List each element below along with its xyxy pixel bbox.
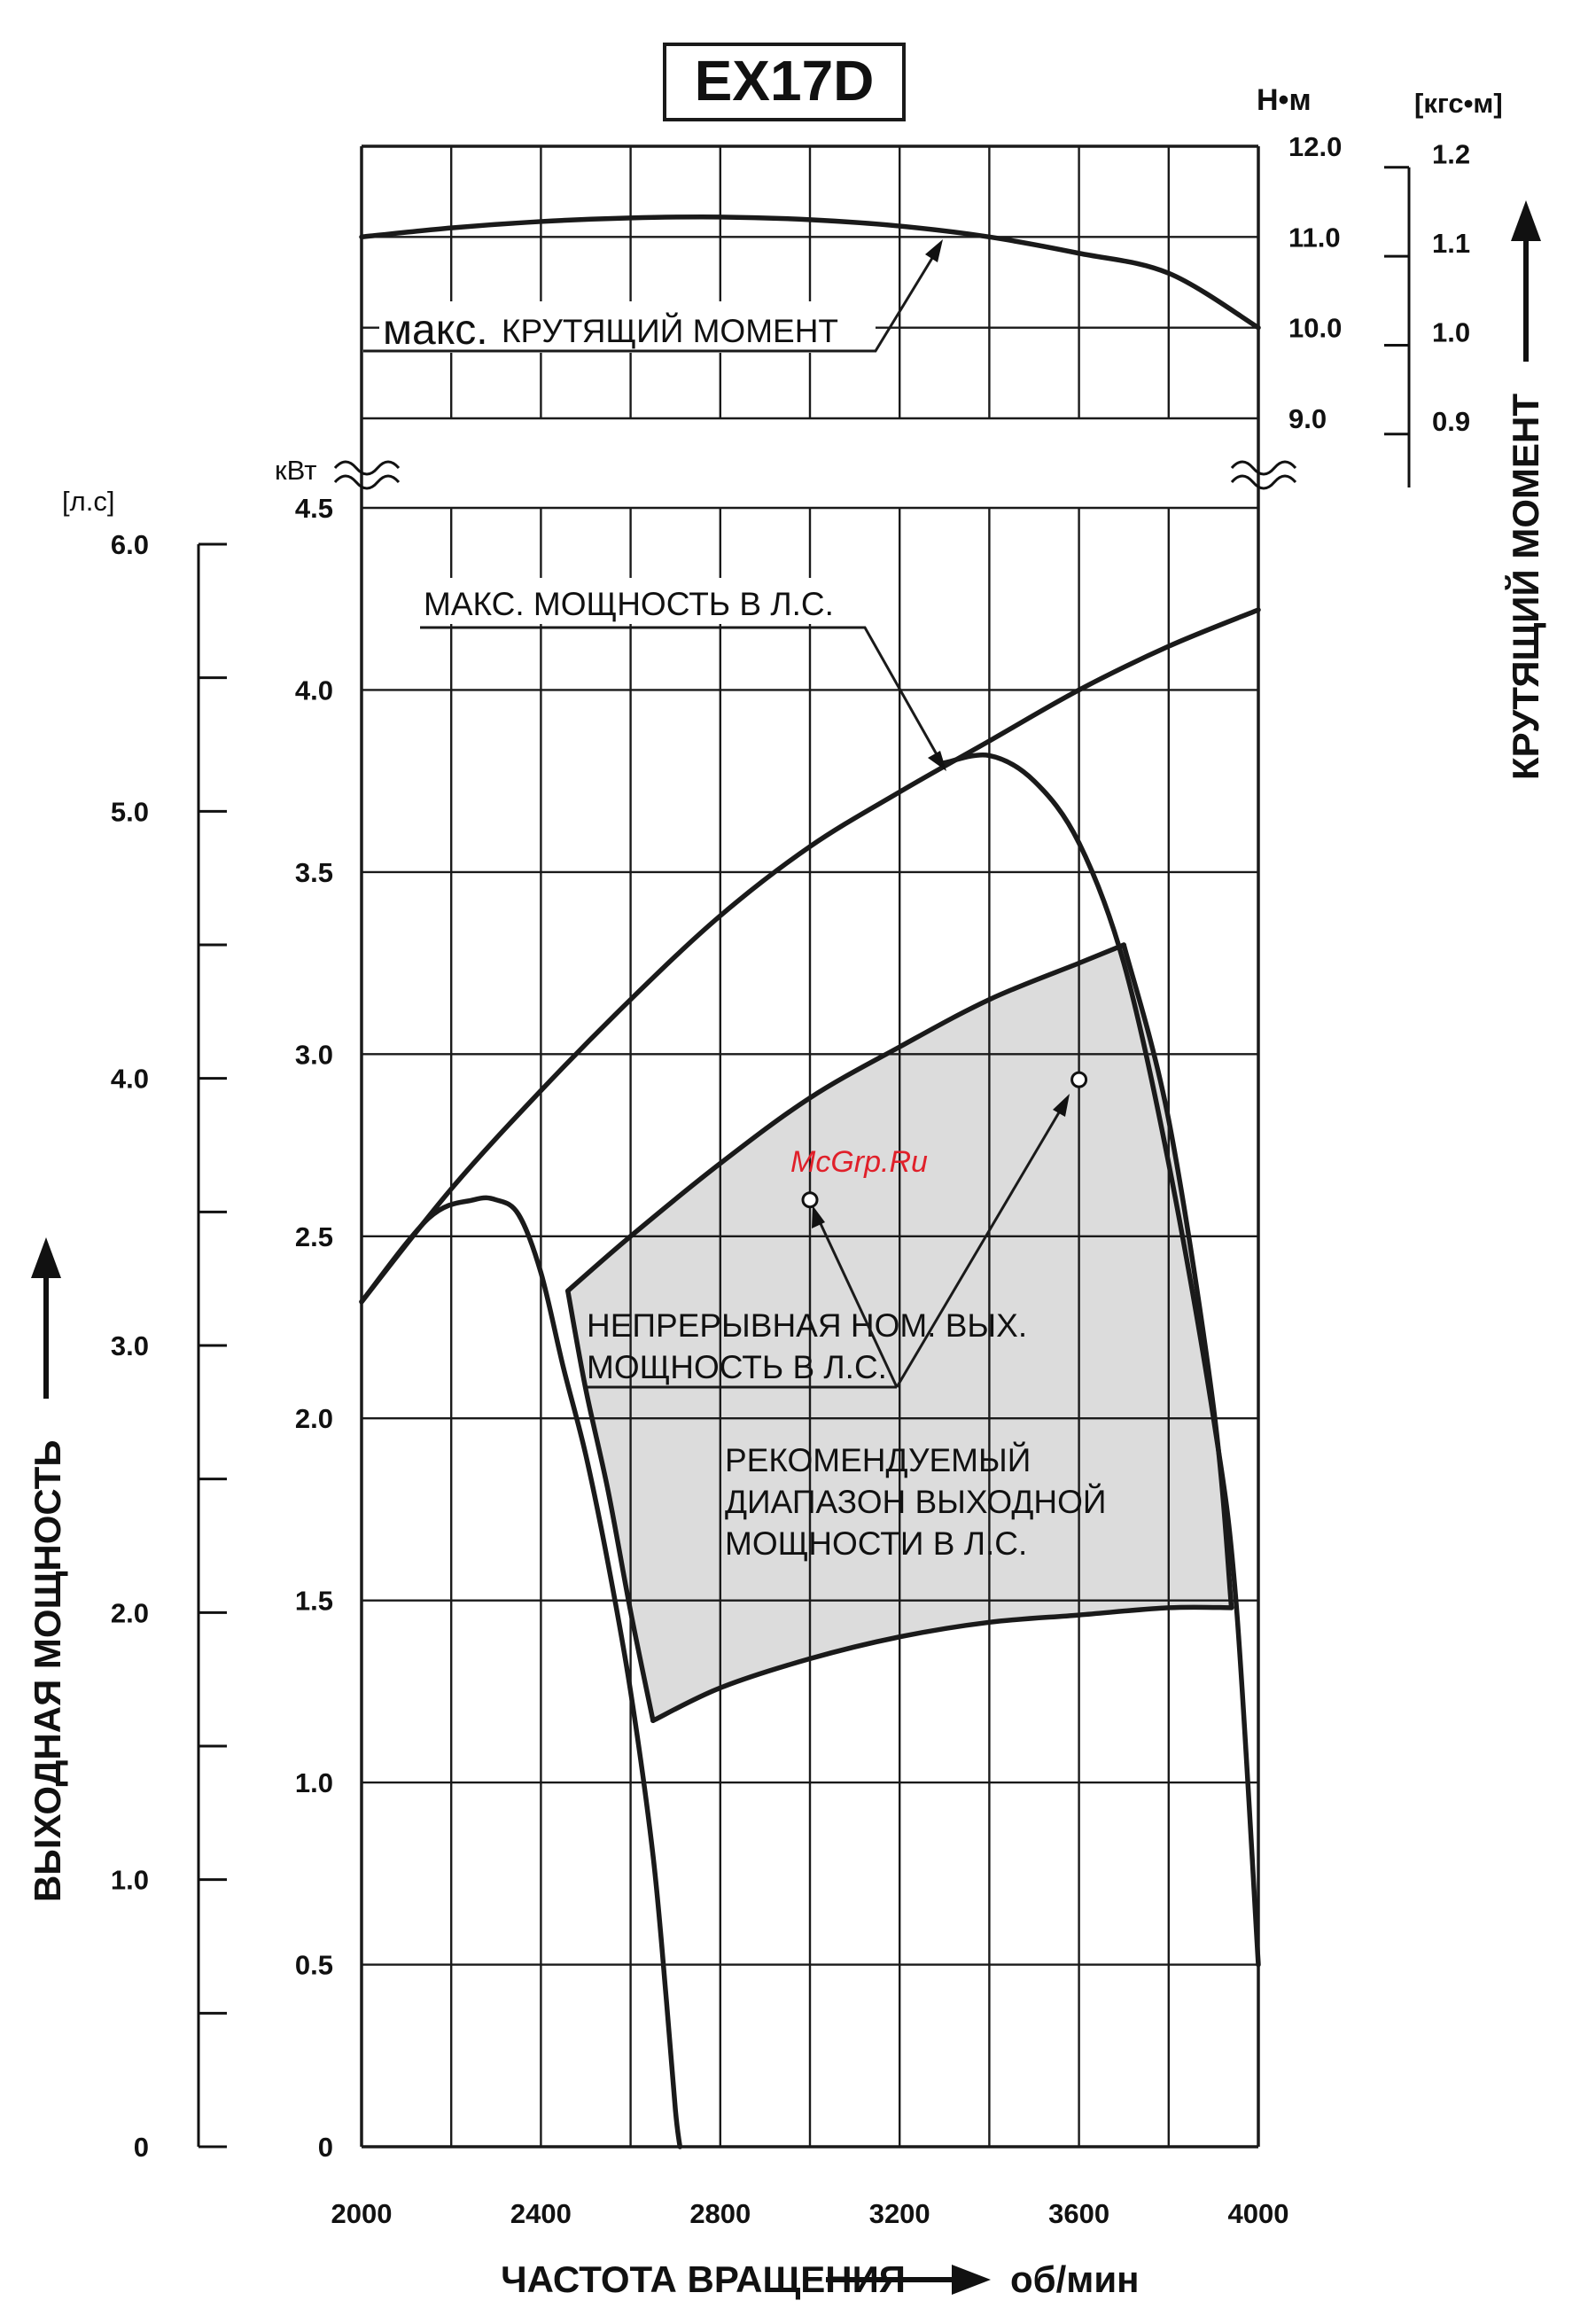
hp-tick-label: 5.0 — [111, 796, 149, 827]
curve-max-torque — [359, 214, 1261, 331]
curve-recommended-right — [1121, 942, 1234, 1610]
torque-axis-arrow-icon — [1511, 200, 1541, 362]
curve-max-power-low — [359, 1195, 683, 2149]
tick-labels: 2000 2400 2800 3200 3600 4000 0 0.5 1.0 1.5 2.0 2.5… — [111, 131, 1470, 2229]
hp-tick-label: 1.0 — [111, 1865, 149, 1896]
grid-lines — [197, 144, 1411, 2149]
axis-break-left-icon — [333, 460, 401, 490]
annotation-max-power-text: МАКС. МОЩНОСТЬ В Л.С. — [424, 586, 834, 622]
hp-tick-label: 3.0 — [111, 1330, 149, 1361]
x-tick-label: 3200 — [869, 2198, 930, 2229]
nm-tick-label: 9.0 — [1288, 403, 1327, 434]
x-tick-label: 2400 — [510, 2198, 572, 2229]
power-hp-unit: [л.с] — [62, 486, 114, 517]
curves — [359, 214, 1261, 2149]
hp-tick-label: 4.0 — [111, 1064, 149, 1095]
x-axis-unit: об/мин — [1010, 2258, 1140, 2300]
torque-kgfm-unit: [кгс•м] — [1414, 88, 1503, 119]
annotation-max-power-leader — [420, 626, 943, 763]
torque-nm-unit: Н•м — [1257, 83, 1312, 117]
x-tick-label: 4000 — [1228, 2198, 1289, 2229]
chart-title: EX17D — [695, 49, 875, 113]
power-axis-label: ВЫХОДНАЯ МОЩНОСТЬ — [27, 1439, 68, 1902]
x-tick-label: 3600 — [1048, 2198, 1109, 2229]
title-block: EX17D — [663, 43, 906, 121]
annotation-continuous-line-1: НЕПРЕРЫВНАЯ НОМ. ВЫХ. — [587, 1307, 1027, 1344]
annotation-torque-text: КРУТЯЩИЙ МОМЕНТ — [502, 312, 838, 349]
annotation-continuous-leader-b — [895, 1103, 1066, 1388]
annotation-torque-backdrop — [379, 301, 876, 353]
annotation-torque-leader — [363, 246, 941, 353]
power-axis-arrow-icon — [31, 1237, 61, 1399]
kw-tick-label: 2.5 — [295, 1221, 333, 1252]
hp-tick-label: 6.0 — [111, 529, 149, 560]
annotation-max-power: МАКС. МОЩНОСТЬ В Л.С. — [420, 578, 946, 771]
hp-tick-label: 2.0 — [111, 1597, 149, 1628]
kgfm-tick-label: 1.0 — [1432, 316, 1470, 347]
kgfm-tick-label: 1.1 — [1432, 228, 1470, 259]
x-tick-label: 2000 — [331, 2198, 393, 2229]
kw-tick-label: 3.0 — [295, 1039, 333, 1070]
annotation-torque-prefix: макс. — [383, 307, 488, 354]
kw-tick-label: 1.5 — [295, 1586, 333, 1617]
annotation-recommended-line-3: МОЩНОСТИ В Л.С. — [725, 1525, 1027, 1562]
kgfm-tick-label: 0.9 — [1432, 406, 1470, 437]
kgfm-tick-label: 1.2 — [1432, 139, 1470, 170]
annotation-continuous-arrowhead-a — [812, 1205, 825, 1228]
kw-tick-label: 0 — [318, 2132, 333, 2163]
annotation-recommended-line-2: ДИАПАЗОН ВЫХОДНОЙ — [725, 1483, 1107, 1520]
annotation-max-power-arrowhead — [928, 751, 946, 771]
kw-tick-label: 2.0 — [295, 1403, 333, 1434]
curve-continuous-rated — [565, 942, 1126, 1294]
curve-recommended-left — [565, 1288, 656, 1724]
kw-tick-label: 4.5 — [295, 493, 333, 524]
hp-tick-label: 0 — [134, 2132, 149, 2163]
kw-tick-label: 4.0 — [295, 675, 333, 706]
torque-axis-label-group: КРУТЯЩИЙ МОМЕНТ — [1504, 394, 1546, 780]
kw-tick-label: 1.0 — [295, 1767, 333, 1798]
annotation-continuous-arrowhead-b — [1053, 1094, 1070, 1117]
markers — [801, 1071, 1088, 1209]
power-axis-label-group: ВЫХОДНАЯ МОЩНОСТЬ — [27, 1439, 68, 1902]
nm-tick-label: 11.0 — [1288, 222, 1341, 253]
rating-marker — [801, 1191, 819, 1209]
kw-tick-label: 0.5 — [295, 1950, 333, 1981]
kw-tick-label: 3.5 — [295, 857, 333, 888]
x-axis-arrow-icon — [826, 2265, 991, 2295]
curve-max-power-high — [942, 752, 1261, 1968]
x-tick-label: 2800 — [689, 2198, 751, 2229]
watermark-text: McGrp.Ru — [790, 1145, 928, 1179]
annotation-continuous-line-2: МОЩНОСТЬ В Л.С. — [587, 1349, 887, 1385]
rating-marker — [1070, 1071, 1088, 1088]
annotation-torque-arrowhead — [925, 239, 943, 262]
annotation-recommended: РЕКОМЕНДУЕМЫЙ ДИАПАЗОН ВЫХОДНОЙ МОЩНОСТИ… — [725, 1441, 1107, 1562]
axis-break-right-icon — [1230, 460, 1297, 490]
torque-axis-label: КРУТЯЩИЙ МОМЕНТ — [1504, 394, 1546, 780]
power-kw-unit: кВт — [275, 455, 316, 486]
curve-max-power-envelope — [359, 607, 1261, 1305]
nm-tick-label: 10.0 — [1288, 313, 1342, 344]
nm-tick-label: 12.0 — [1288, 131, 1342, 162]
annotation-max-power-backdrop — [420, 578, 868, 624]
annotation-torque: макс. КРУТЯЩИЙ МОМЕНТ — [363, 239, 943, 354]
annotation-recommended-line-1: РЕКОМЕНДУЕМЫЙ — [725, 1441, 1031, 1478]
annotation-continuous-leader-a — [815, 1215, 899, 1388]
title-frame — [663, 43, 906, 121]
curve-recommended-lower — [650, 1604, 1234, 1724]
annotation-continuous: НЕПРЕРЫВНАЯ НОМ. ВЫХ. МОЩНОСТЬ В Л.С. — [587, 1094, 1070, 1389]
